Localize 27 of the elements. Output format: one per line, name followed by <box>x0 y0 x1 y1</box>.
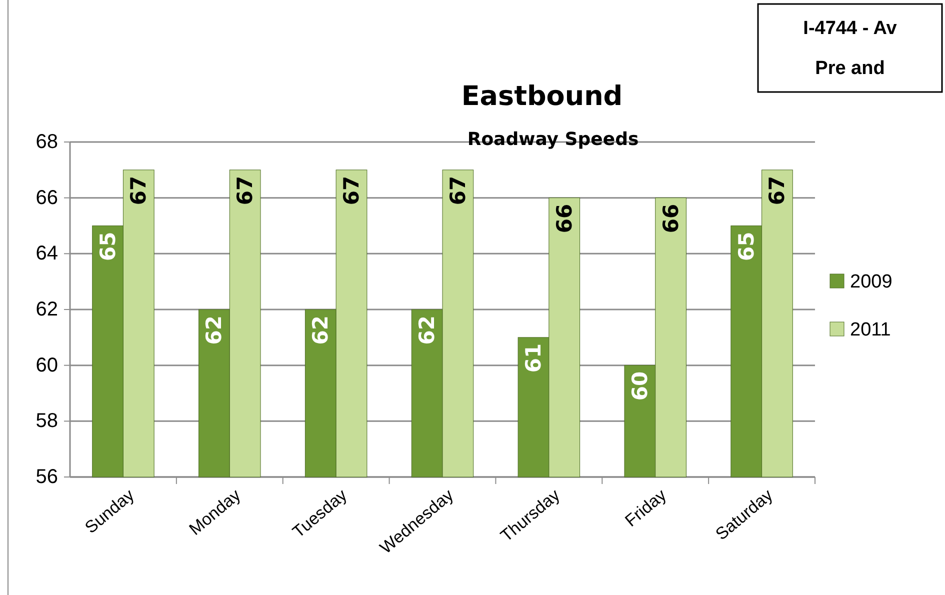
text: Pre and <box>815 58 885 79</box>
legend-label: 2009 <box>850 272 892 292</box>
data-label: 67 <box>446 176 470 206</box>
text: I-4744 - Av <box>803 18 898 39</box>
chart-subtitle: Roadway Speeds <box>467 129 639 150</box>
legend-label: 2011 <box>850 320 891 340</box>
data-label: 62 <box>202 316 226 345</box>
y-tick-label: 62 <box>36 298 58 320</box>
data-label: 65 <box>96 232 120 261</box>
data-label: 66 <box>658 204 683 234</box>
y-tick-label: 60 <box>36 354 58 376</box>
data-label: 67 <box>233 176 258 206</box>
data-label: 61 <box>521 343 546 373</box>
y-tick-label: 64 <box>36 242 58 265</box>
data-label: 62 <box>415 316 440 345</box>
y-tick-label: 66 <box>36 186 58 209</box>
data-label: 67 <box>765 176 790 206</box>
data-label: 66 <box>552 204 576 234</box>
data-label: 60 <box>628 371 652 401</box>
data-label: 67 <box>126 176 151 206</box>
data-label: 65 <box>734 232 758 261</box>
y-tick-label: 58 <box>36 410 58 432</box>
data-label: 62 <box>308 316 333 345</box>
data-label: 67 <box>340 176 364 206</box>
y-tick-label: 56 <box>36 466 58 488</box>
chart-title: Eastbound <box>461 81 623 112</box>
y-tick-label: 68 <box>36 131 58 153</box>
